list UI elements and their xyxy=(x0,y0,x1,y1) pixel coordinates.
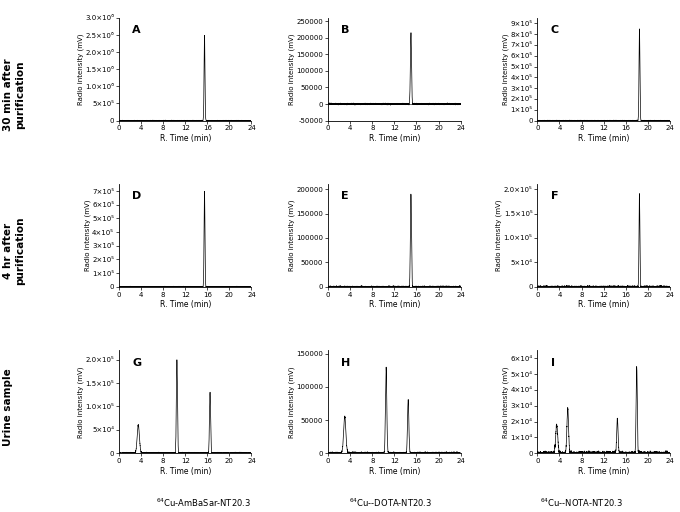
X-axis label: R. Time (min): R. Time (min) xyxy=(160,467,211,476)
Y-axis label: Radio intensity (mV): Radio intensity (mV) xyxy=(288,200,295,271)
Text: F: F xyxy=(551,191,558,201)
Text: Urine sample: Urine sample xyxy=(3,368,14,446)
X-axis label: R. Time (min): R. Time (min) xyxy=(578,134,629,143)
Y-axis label: Radio intensity (mV): Radio intensity (mV) xyxy=(84,200,90,271)
Text: A: A xyxy=(132,25,141,35)
Text: B: B xyxy=(341,25,350,35)
Y-axis label: Radio intensity (mV): Radio intensity (mV) xyxy=(503,366,509,438)
Text: E: E xyxy=(341,191,349,201)
X-axis label: R. Time (min): R. Time (min) xyxy=(578,467,629,476)
Y-axis label: Radio intensity (mV): Radio intensity (mV) xyxy=(288,366,295,438)
X-axis label: R. Time (min): R. Time (min) xyxy=(160,134,211,143)
Text: 30 min after
purification: 30 min after purification xyxy=(3,58,25,131)
Y-axis label: Radio intensity (mV): Radio intensity (mV) xyxy=(78,33,84,105)
Text: G: G xyxy=(132,358,141,368)
Text: $^{64}$Cu--DOTA-NT20.3: $^{64}$Cu--DOTA-NT20.3 xyxy=(350,497,432,509)
Y-axis label: Radio intensity (mV): Radio intensity (mV) xyxy=(78,366,84,438)
X-axis label: R. Time (min): R. Time (min) xyxy=(160,301,211,309)
Text: $^{64}$Cu-AmBaSar-NT20.3: $^{64}$Cu-AmBaSar-NT20.3 xyxy=(156,497,252,509)
Text: I: I xyxy=(551,358,555,368)
Y-axis label: Radio intensity (mV): Radio intensity (mV) xyxy=(496,200,503,271)
Text: $^{64}$Cu--NOTA-NT20.3: $^{64}$Cu--NOTA-NT20.3 xyxy=(540,497,623,509)
X-axis label: R. Time (min): R. Time (min) xyxy=(369,467,420,476)
X-axis label: R. Time (min): R. Time (min) xyxy=(578,301,629,309)
Y-axis label: Radio intensity (mV): Radio intensity (mV) xyxy=(503,33,509,105)
Text: D: D xyxy=(132,191,141,201)
X-axis label: R. Time (min): R. Time (min) xyxy=(369,301,420,309)
X-axis label: R. Time (min): R. Time (min) xyxy=(369,134,420,143)
Text: H: H xyxy=(341,358,351,368)
Y-axis label: Radio intensity (mV): Radio intensity (mV) xyxy=(288,33,295,105)
Text: C: C xyxy=(551,25,559,35)
Text: 4 hr after
purification: 4 hr after purification xyxy=(3,217,25,285)
